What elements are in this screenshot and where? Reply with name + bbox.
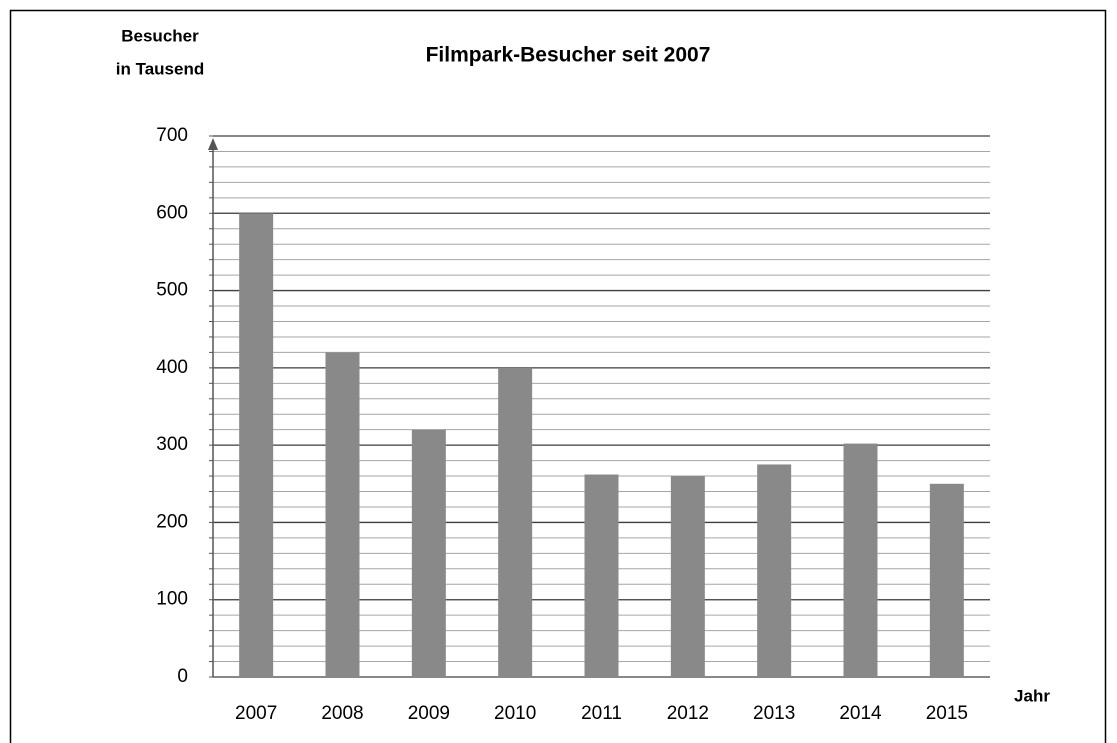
bar xyxy=(584,474,619,677)
bar xyxy=(325,352,360,677)
x-tick-label: 2011 xyxy=(581,703,622,724)
chart-title: Filmpark-Besucher seit 2007 xyxy=(426,44,711,67)
y-tick-label: 200 xyxy=(156,511,188,532)
y-tick-label: 600 xyxy=(156,202,188,223)
y-tick-label: 400 xyxy=(156,357,188,378)
x-tick-label: 2010 xyxy=(494,703,536,724)
y-axis-label: Besucher xyxy=(121,26,199,45)
x-tick-label: 2008 xyxy=(321,703,363,724)
x-axis-label: Jahr xyxy=(1014,686,1050,705)
y-tick-label: 500 xyxy=(156,280,188,301)
bar xyxy=(757,464,792,677)
frame xyxy=(9,9,1107,743)
y-axis-label: in Tausend xyxy=(116,59,204,78)
y-tick-label: 0 xyxy=(177,666,188,687)
x-tick-label: 2007 xyxy=(235,703,277,724)
x-tick-label: 2014 xyxy=(839,703,882,724)
bar xyxy=(411,429,446,677)
x-tick-label: 2009 xyxy=(408,703,450,724)
x-tick-label: 2013 xyxy=(753,703,795,724)
bar xyxy=(498,367,533,677)
bar xyxy=(670,476,705,677)
y-tick-label: 700 xyxy=(156,125,188,146)
x-tick-label: 2012 xyxy=(667,703,709,724)
bar xyxy=(843,443,878,677)
y-tick-label: 300 xyxy=(156,434,188,455)
x-tick-label: 2015 xyxy=(926,703,968,724)
y-axis-arrow xyxy=(208,138,218,150)
bar xyxy=(929,483,964,677)
bar xyxy=(239,213,274,678)
y-tick-label: 100 xyxy=(156,589,188,610)
